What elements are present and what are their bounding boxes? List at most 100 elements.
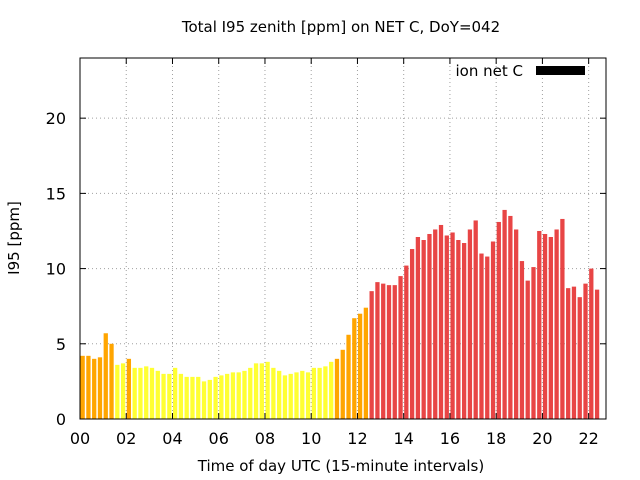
bars bbox=[80, 209, 600, 419]
bar bbox=[115, 364, 120, 419]
bar bbox=[271, 367, 276, 419]
bar bbox=[248, 367, 253, 419]
bar bbox=[456, 240, 461, 419]
bar bbox=[375, 282, 380, 419]
tick-marks bbox=[79, 58, 606, 420]
bar bbox=[409, 249, 415, 419]
bar bbox=[282, 375, 288, 419]
bar bbox=[589, 268, 594, 419]
bar bbox=[196, 376, 201, 419]
bar bbox=[560, 218, 565, 419]
bar bbox=[225, 373, 230, 419]
bar bbox=[583, 283, 588, 419]
x-tick-label: 12 bbox=[347, 429, 367, 448]
x-tick-label: 00 bbox=[70, 429, 90, 448]
bar bbox=[167, 373, 172, 419]
bar bbox=[496, 221, 501, 419]
bar bbox=[253, 363, 259, 419]
bar bbox=[178, 373, 184, 419]
bar bbox=[404, 265, 409, 419]
bar bbox=[230, 372, 236, 419]
y-tick-label: 0 bbox=[56, 410, 66, 429]
bar bbox=[334, 358, 340, 419]
y-tick-label: 10 bbox=[46, 260, 66, 279]
bar bbox=[329, 361, 334, 419]
bar bbox=[363, 307, 369, 419]
bar bbox=[305, 372, 311, 419]
bar bbox=[132, 367, 137, 419]
x-tick-label: 14 bbox=[394, 429, 414, 448]
bar bbox=[514, 229, 519, 419]
y-tick-label: 15 bbox=[46, 184, 66, 203]
bar bbox=[421, 240, 426, 419]
bar bbox=[427, 233, 432, 419]
bar bbox=[144, 366, 149, 419]
bar bbox=[288, 373, 293, 419]
bar bbox=[444, 235, 449, 419]
y-tick-label: 20 bbox=[46, 109, 66, 128]
bar bbox=[155, 370, 160, 419]
bar bbox=[109, 343, 114, 419]
x-tick-label: 22 bbox=[578, 429, 598, 448]
bar bbox=[207, 379, 212, 419]
bar bbox=[490, 241, 496, 419]
x-tick-label: 08 bbox=[255, 429, 275, 448]
bar bbox=[346, 334, 351, 419]
x-tick-label: 04 bbox=[162, 429, 182, 448]
bar bbox=[138, 367, 143, 419]
bar bbox=[172, 367, 178, 419]
bar bbox=[352, 318, 357, 419]
bar bbox=[184, 376, 189, 419]
bar bbox=[323, 366, 328, 419]
bar bbox=[236, 372, 241, 419]
bar bbox=[577, 297, 582, 419]
bar bbox=[537, 230, 542, 419]
x-tick-label: 10 bbox=[301, 429, 321, 448]
bar bbox=[473, 220, 478, 419]
bar bbox=[531, 267, 536, 419]
bar bbox=[502, 209, 507, 419]
bar bbox=[219, 375, 224, 419]
bar bbox=[277, 370, 282, 419]
bar bbox=[571, 286, 577, 419]
bar bbox=[259, 363, 264, 419]
bar bbox=[369, 291, 374, 419]
legend-swatch bbox=[536, 66, 585, 75]
bar bbox=[120, 363, 126, 419]
x-tick-label: 02 bbox=[116, 429, 136, 448]
bar bbox=[300, 370, 305, 419]
bar bbox=[433, 229, 438, 419]
bar bbox=[126, 358, 132, 419]
bar bbox=[392, 285, 397, 419]
bar bbox=[340, 349, 345, 419]
grid-lines bbox=[80, 58, 606, 419]
x-tick-label: 20 bbox=[532, 429, 552, 448]
chart-title: Total I95 zenith [ppm] on NET C, DoY=042 bbox=[181, 18, 500, 36]
bar bbox=[554, 229, 559, 419]
y-axis-tick-labels: 0 5 10 15 20 bbox=[46, 109, 66, 429]
bar bbox=[161, 373, 166, 419]
bar bbox=[467, 229, 473, 419]
bar bbox=[80, 355, 85, 419]
bar bbox=[450, 232, 455, 419]
bar bbox=[461, 243, 467, 419]
bar bbox=[357, 313, 363, 419]
bar bbox=[103, 333, 108, 419]
bar bbox=[294, 372, 299, 419]
bar bbox=[92, 358, 97, 419]
x-tick-label: 16 bbox=[440, 429, 460, 448]
bar bbox=[566, 288, 571, 419]
bar bbox=[485, 256, 490, 419]
bar bbox=[479, 253, 484, 419]
bar bbox=[519, 261, 525, 419]
x-axis-title: Time of day UTC (15-minute intervals) bbox=[197, 457, 484, 475]
bar bbox=[317, 367, 322, 419]
bar bbox=[311, 367, 316, 419]
bar bbox=[594, 289, 600, 419]
bar bbox=[201, 381, 207, 419]
bar bbox=[190, 376, 195, 419]
bar bbox=[242, 370, 247, 419]
plot-frame bbox=[79, 57, 607, 420]
bar bbox=[381, 283, 386, 419]
